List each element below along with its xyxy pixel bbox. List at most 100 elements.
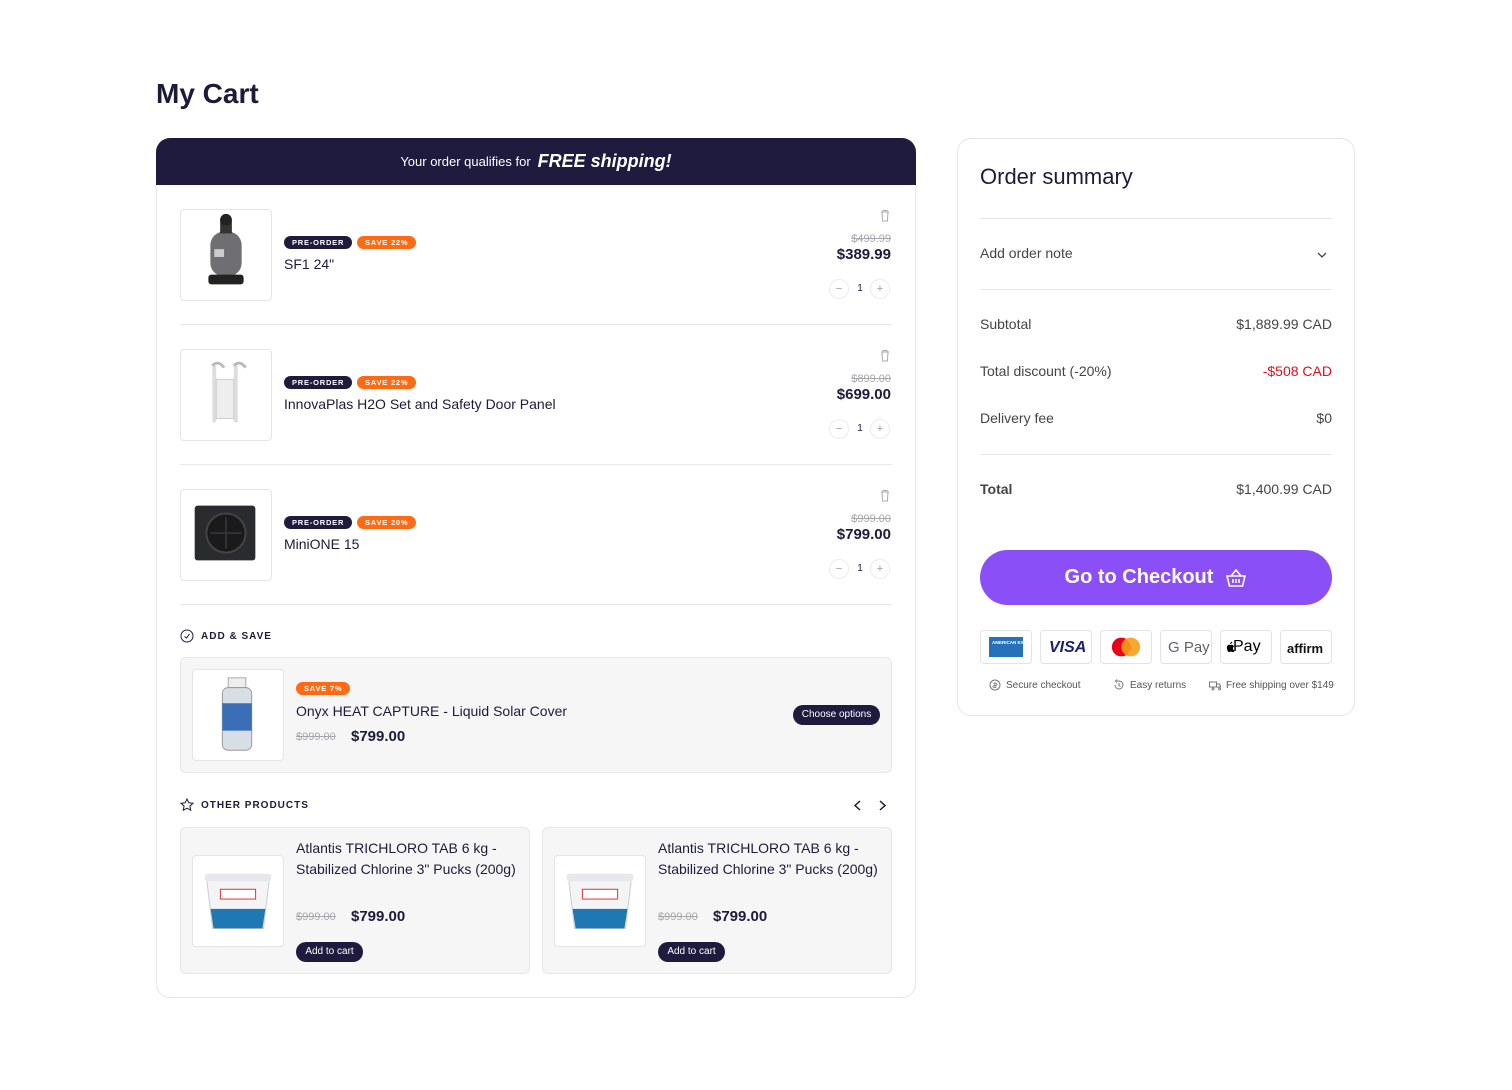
total-value: $1,400.99 CAD xyxy=(1236,481,1332,497)
product-image-art xyxy=(194,505,256,561)
assurance-text: Secure checkout xyxy=(1006,680,1081,691)
qty-minus[interactable]: − xyxy=(829,559,849,579)
item-name: MiniONE 15 xyxy=(284,536,360,552)
product-image-art xyxy=(204,873,272,929)
banner-emphasis: FREE shipping! xyxy=(537,151,672,171)
section-heading: ADD & SAVE xyxy=(201,631,272,642)
qty-minus[interactable]: − xyxy=(829,419,849,439)
qty-value: 1 xyxy=(857,563,863,574)
qty-minus[interactable]: − xyxy=(829,279,849,299)
check-icon xyxy=(180,629,194,643)
trash-icon[interactable] xyxy=(879,209,891,222)
item-name: InnovaPlas H2O Set and Safety Door Panel xyxy=(284,396,556,412)
product-image-art xyxy=(221,677,253,751)
next-arrow[interactable] xyxy=(876,799,888,812)
apple-icon xyxy=(1226,640,1235,653)
old-price: $499.99 xyxy=(851,233,891,245)
product-image-art xyxy=(208,213,244,285)
old-price: $999.00 xyxy=(658,911,698,923)
summary-label: Subtotal xyxy=(980,316,1032,332)
trash-icon[interactable] xyxy=(879,489,891,502)
payment-logo: affirm xyxy=(1280,630,1332,664)
chevron-icon[interactable] xyxy=(1316,248,1328,260)
prev-arrow-svg xyxy=(853,800,861,811)
product-image xyxy=(180,489,272,581)
payment-logo: VISA xyxy=(1040,630,1092,664)
basket-icon xyxy=(1225,568,1247,588)
separator xyxy=(180,604,892,605)
trash-icon-svg xyxy=(881,210,889,222)
item-price: $799.00 xyxy=(836,526,891,543)
assurance-icon xyxy=(1113,679,1126,692)
payment-logo: AMERICAN EXPRESS xyxy=(980,630,1039,664)
checkout-label: Go to Checkout xyxy=(1064,566,1214,588)
assurance-text: Easy returns xyxy=(1130,680,1187,691)
chevron-icon-svg xyxy=(1317,252,1327,258)
payment-logo-text: Pay xyxy=(1233,638,1261,655)
badge: PRE-ORDER xyxy=(284,516,353,529)
summary-label: Total discount (-20%) xyxy=(980,363,1112,379)
prev-arrow[interactable] xyxy=(852,799,864,812)
summary-panel xyxy=(957,138,1355,716)
section-heading: OTHER PRODUCTS xyxy=(201,800,309,811)
order-note-toggle[interactable]: Add order note xyxy=(980,245,1073,261)
summary-value: -$508 CAD xyxy=(1262,363,1332,379)
payment-logo-text: G Pay xyxy=(1168,639,1210,656)
old-price: $999.00 xyxy=(296,731,336,743)
separator xyxy=(980,218,1332,219)
qty-plus[interactable]: + xyxy=(870,419,890,439)
product-image-art xyxy=(566,873,634,929)
assurance-icon-svg xyxy=(989,679,1001,691)
apple-icon-svg xyxy=(1226,641,1235,653)
product-image xyxy=(554,855,646,947)
badge: SAVE 20% xyxy=(357,516,417,529)
product-image xyxy=(180,209,272,301)
next-arrow-svg xyxy=(879,800,887,811)
item-name: SF1 24" xyxy=(284,256,335,272)
separator xyxy=(980,289,1332,290)
checkout-button[interactable]: Go to Checkout xyxy=(980,550,1332,605)
payment-logo-text: AMERICAN EXPRESS xyxy=(989,637,1039,657)
assurance-icon-svg xyxy=(1209,681,1221,691)
add-to-cart-button[interactable]: Add to cart xyxy=(658,942,725,962)
payment-logo xyxy=(1100,630,1152,664)
badge: PRE-ORDER xyxy=(284,236,353,249)
choose-options-button[interactable]: Choose options xyxy=(793,705,880,725)
product-image xyxy=(180,349,272,441)
summary-value: $0 xyxy=(1316,410,1332,426)
badge: SAVE 22% xyxy=(357,376,417,389)
badge: SAVE 22% xyxy=(357,236,417,249)
summary-value: $1,889.99 CAD xyxy=(1236,316,1332,332)
assurance-icon xyxy=(1209,679,1222,692)
banner-text: Your order qualifies for xyxy=(400,154,531,169)
assurance-icon xyxy=(989,679,1002,692)
qty-plus[interactable]: + xyxy=(870,559,890,579)
old-price: $999.00 xyxy=(296,911,336,923)
qty-plus[interactable]: + xyxy=(870,279,890,299)
separator xyxy=(180,324,892,325)
trash-icon[interactable] xyxy=(879,349,891,362)
product-image xyxy=(192,669,284,761)
product-name: Atlantis TRICHLORO TAB 6 kg - Stabilized… xyxy=(296,840,516,877)
page-title: My Cart xyxy=(156,78,259,109)
add-to-cart-button[interactable]: Add to cart xyxy=(296,942,363,962)
badge: SAVE 7% xyxy=(296,682,351,695)
product-name: Atlantis TRICHLORO TAB 6 kg - Stabilized… xyxy=(658,840,878,877)
separator xyxy=(180,464,892,465)
qty-value: 1 xyxy=(857,423,863,434)
item-price: $389.99 xyxy=(836,246,891,263)
shipping-banner: Your order qualifies for FREE shipping! xyxy=(156,138,916,185)
upsell-name: Onyx HEAT CAPTURE - Liquid Solar Cover xyxy=(296,703,568,719)
star-icon xyxy=(179,797,195,812)
product-price: $799.00 xyxy=(713,908,768,925)
item-price: $699.00 xyxy=(836,386,891,403)
upsell-price: $799.00 xyxy=(351,728,406,745)
payment-logo-text: affirm xyxy=(1287,641,1324,656)
payment-logo: Pay xyxy=(1220,630,1272,664)
qty-value: 1 xyxy=(857,283,863,294)
product-image-art xyxy=(211,361,247,423)
mastercard-art xyxy=(1111,637,1141,657)
summary-title: Order summary xyxy=(980,164,1133,189)
badge: PRE-ORDER xyxy=(284,376,353,389)
